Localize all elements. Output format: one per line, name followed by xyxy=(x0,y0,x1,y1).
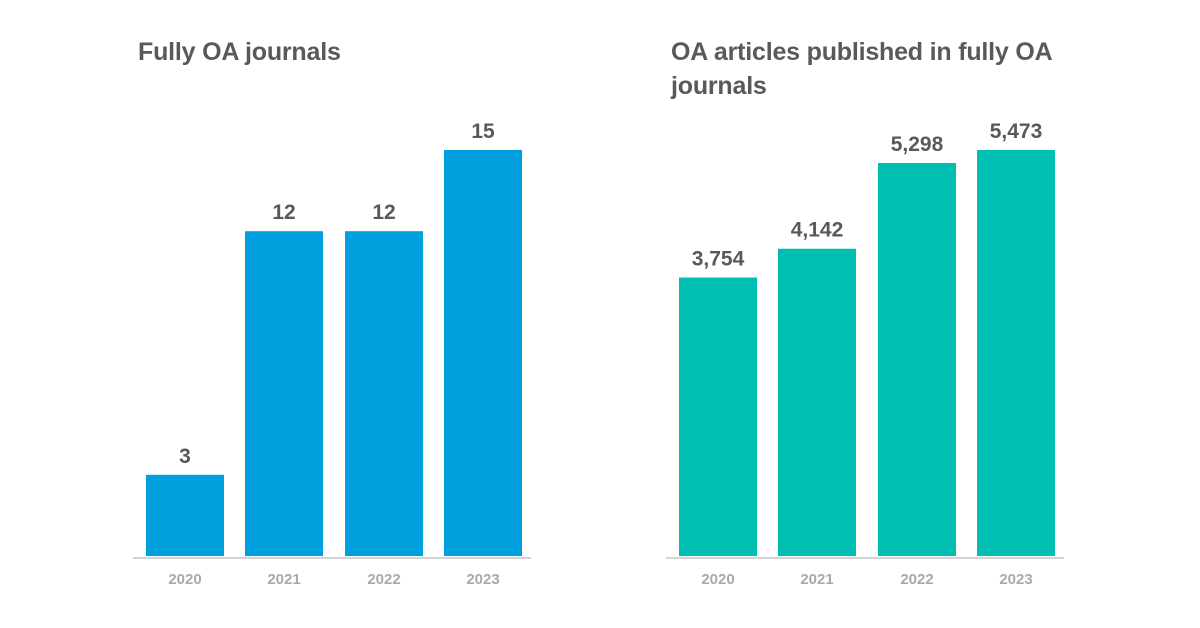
journals-bar-2022 xyxy=(345,231,423,556)
articles-bar-2023 xyxy=(977,150,1055,556)
articles-bar-2022 xyxy=(878,162,956,556)
articles-bar-2020 xyxy=(679,277,757,556)
articles-value-label-2020: 3,754 xyxy=(692,248,745,271)
articles-tick-2021: 2021 xyxy=(800,571,833,588)
journals-value-label-2020: 3 xyxy=(179,445,191,468)
articles-tick-2023: 2023 xyxy=(999,571,1032,588)
chart-title-articles: OA articles published in fully OA journa… xyxy=(671,38,1052,100)
chart-title-journals: Fully OA journals xyxy=(138,38,341,66)
articles-bar-2021 xyxy=(778,248,856,557)
articles-tick-2022: 2022 xyxy=(900,571,933,588)
journals-bar-2020 xyxy=(146,474,224,556)
journals-bar-2023 xyxy=(444,150,522,556)
articles-value-label-2021: 4,142 xyxy=(791,219,844,242)
articles-value-label-2022: 5,298 xyxy=(891,133,944,156)
journals-value-label-2023: 15 xyxy=(471,120,495,143)
journals-bar-2021 xyxy=(245,231,323,556)
articles-value-label-2023: 5,473 xyxy=(990,120,1043,143)
articles-tick-2020: 2020 xyxy=(701,571,734,588)
journals-tick-2020: 2020 xyxy=(168,571,201,588)
journals-value-label-2021: 12 xyxy=(272,201,295,224)
journals-value-label-2022: 12 xyxy=(372,201,395,224)
journals-tick-2023: 2023 xyxy=(466,571,499,588)
journals-tick-2022: 2022 xyxy=(367,571,400,588)
journals-tick-2021: 2021 xyxy=(267,571,300,588)
